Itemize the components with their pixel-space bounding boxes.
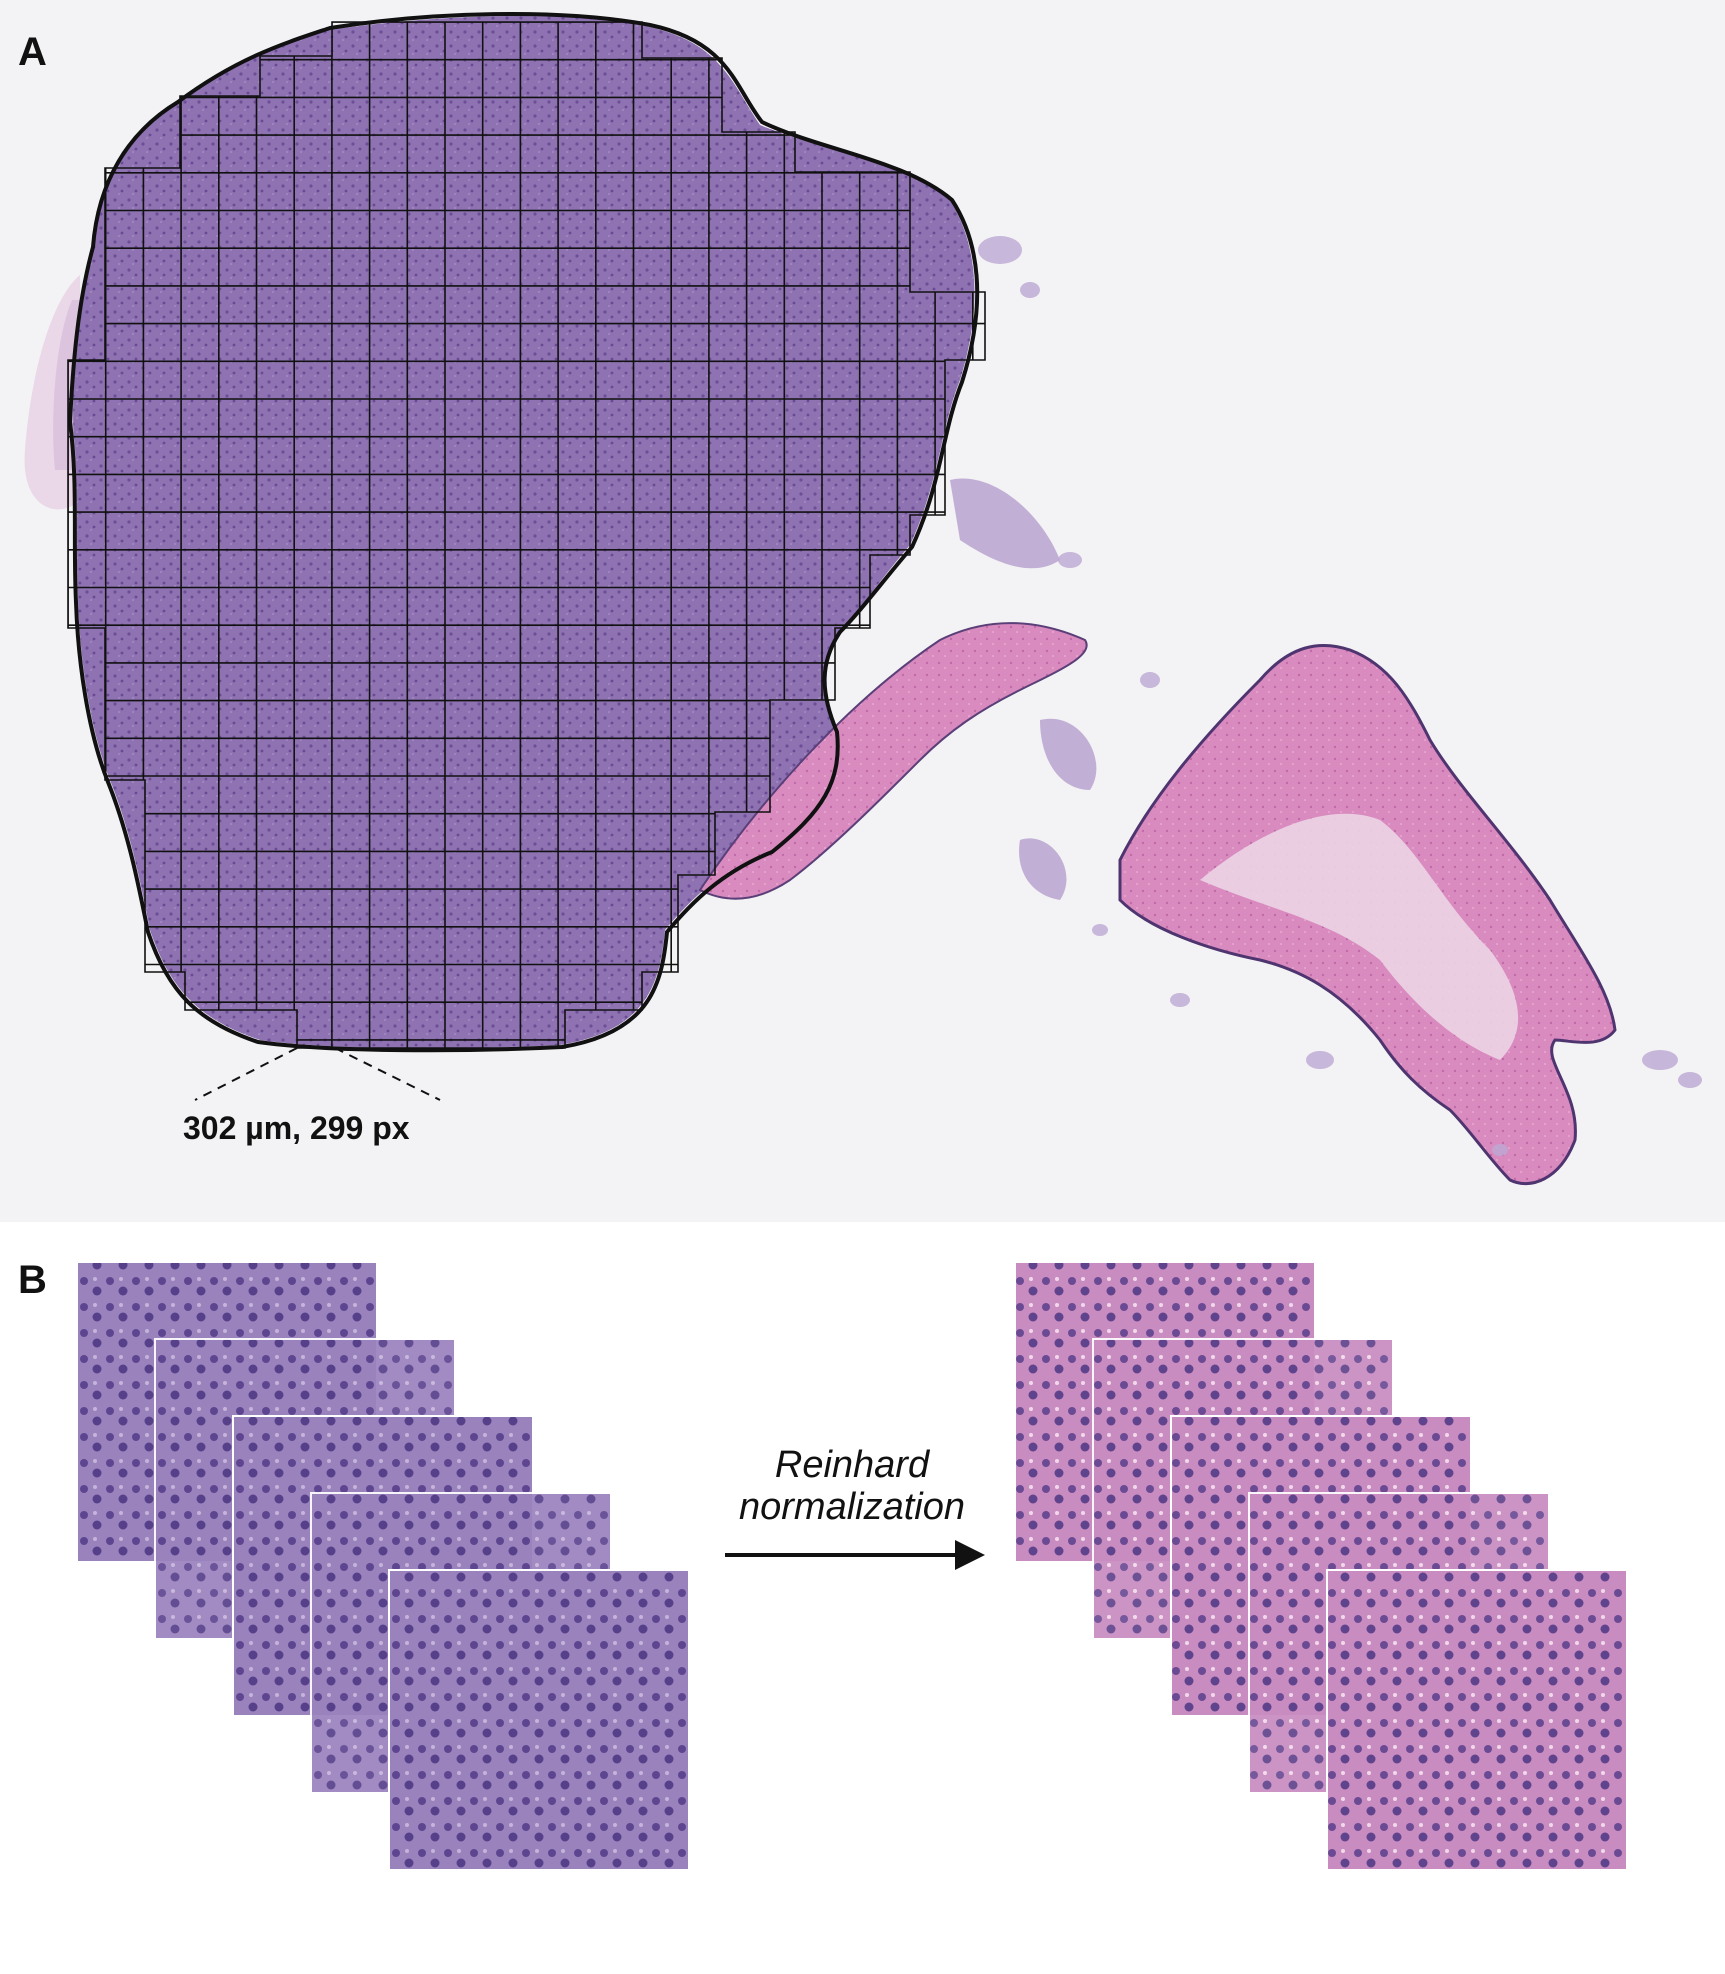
tumor-annotation-contour <box>67 11 980 1053</box>
tile-stack-original <box>76 1261 690 1871</box>
tile-scale-label: 302 µm, 299 px <box>183 1110 410 1146</box>
normalization-label-line1: Reinhard <box>774 1444 930 1486</box>
tumor-halo <box>53 300 80 470</box>
normalization-arrow-head <box>955 1540 985 1570</box>
tumor-region <box>72 15 975 1049</box>
scale-callout-left <box>194 1047 298 1101</box>
scattered-fragments <box>978 236 1702 1156</box>
whole-slide-image <box>24 11 1702 1186</box>
tile-stacks <box>76 1261 1628 1871</box>
scale-callout-right <box>334 1047 441 1101</box>
normalization-label: Reinhard normalization <box>712 1444 992 1528</box>
normalization-label-line2: normalization <box>739 1486 965 1528</box>
tile-stack-normalized <box>1014 1261 1628 1871</box>
tile-patch <box>1326 1569 1628 1871</box>
tissue-fragments <box>950 478 1097 900</box>
panel-b-letter: B <box>18 1258 47 1302</box>
skin-tissue-inner <box>1200 813 1519 1060</box>
tile-patch <box>388 1569 690 1871</box>
panel-a-letter: A <box>18 30 47 74</box>
